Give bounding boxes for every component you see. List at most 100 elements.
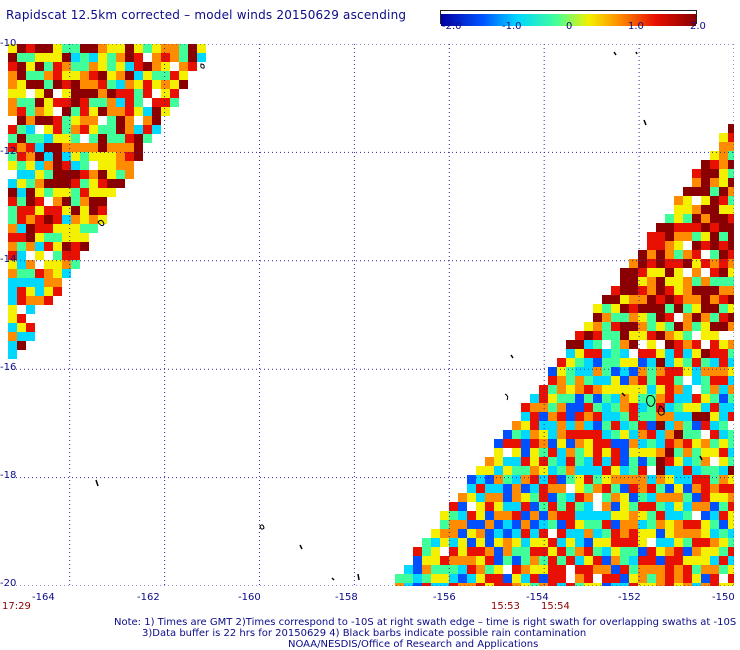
wind-cell: [701, 466, 710, 475]
wind-cell: [674, 583, 683, 586]
wind-cell: [584, 394, 593, 403]
wind-cell: [26, 152, 35, 161]
wind-cell: [557, 457, 566, 466]
wind-cell: [710, 322, 719, 331]
wind-cell: [611, 520, 620, 529]
wind-cell: [170, 98, 179, 107]
wind-cell: [512, 556, 521, 565]
wind-cell: [656, 412, 665, 421]
wind-cell: [629, 268, 638, 277]
wind-cell: [71, 233, 80, 242]
right-swath: [395, 124, 734, 586]
wind-cell: [179, 71, 188, 80]
wind-cell: [467, 529, 476, 538]
wind-cell: [728, 547, 734, 556]
wind-cell: [719, 169, 728, 178]
wind-cell: [170, 53, 179, 62]
wind-cell: [710, 250, 719, 259]
wind-cell: [647, 349, 656, 358]
wind-cell: [674, 214, 683, 223]
wind-cell: [35, 296, 44, 305]
wind-cell: [647, 574, 656, 583]
wind-cell: [665, 385, 674, 394]
lat-label-16: -16: [0, 362, 17, 373]
wind-cell: [575, 385, 584, 394]
wind-cell: [602, 547, 611, 556]
wind-cell: [161, 53, 170, 62]
wind-cell: [620, 502, 629, 511]
wind-cell: [62, 242, 71, 251]
wind-cell: [80, 161, 89, 170]
wind-cell: [593, 484, 602, 493]
wind-cell: [566, 475, 575, 484]
wind-cell: [683, 493, 692, 502]
wind-cell: [17, 197, 26, 206]
wind-cell: [692, 547, 701, 556]
wind-cell: [530, 493, 539, 502]
wind-cell: [62, 188, 71, 197]
wind-cell: [638, 547, 647, 556]
wind-cell: [710, 493, 719, 502]
wind-cell: [674, 403, 683, 412]
wind-cell: [494, 565, 503, 574]
wind-cell: [98, 170, 107, 179]
lon-label-162: -162: [137, 592, 160, 603]
wind-cell: [674, 250, 683, 259]
wind-cell: [98, 53, 107, 62]
wind-cell: [26, 71, 35, 80]
wind-cell: [620, 331, 629, 340]
wind-cell: [62, 206, 71, 215]
wind-cell: [62, 260, 71, 269]
wind-cell: [647, 457, 656, 466]
wind-cell: [620, 547, 629, 556]
wind-cell: [719, 520, 728, 529]
wind-cell: [134, 89, 143, 98]
wind-cell: [710, 223, 719, 232]
wind-cell: [179, 53, 188, 62]
wind-cell: [485, 556, 494, 565]
wind-cell: [71, 188, 80, 197]
wind-cell: [602, 502, 611, 511]
wind-cell: [548, 583, 557, 586]
wind-cell: [584, 340, 593, 349]
wind-cell: [17, 215, 26, 224]
wind-cell: [17, 80, 26, 89]
wind-cell: [629, 475, 638, 484]
island-outline: [504, 393, 509, 401]
wind-cell: [728, 403, 734, 412]
wind-cell: [53, 152, 62, 161]
wind-cell: [683, 574, 692, 583]
wind-cell: [692, 349, 701, 358]
wind-cell: [728, 349, 734, 358]
wind-cell: [26, 80, 35, 89]
wind-cell: [665, 241, 674, 250]
wind-cell: [584, 484, 593, 493]
wind-cell: [593, 430, 602, 439]
wind-cell: [647, 232, 656, 241]
wind-cell: [665, 358, 674, 367]
wind-cell: [611, 538, 620, 547]
wind-cell: [611, 349, 620, 358]
wind-cell: [683, 259, 692, 268]
wind-cell: [638, 376, 647, 385]
wind-cell: [656, 241, 665, 250]
wind-cell: [116, 179, 125, 188]
wind-cell: [674, 556, 683, 565]
wind-cell: [26, 296, 35, 305]
wind-cell: [521, 538, 530, 547]
wind-cell: [152, 71, 161, 80]
wind-cell: [656, 520, 665, 529]
wind-cell: [476, 502, 485, 511]
island-outline: [200, 63, 205, 69]
wind-cell: [35, 278, 44, 287]
wind-cell: [107, 134, 116, 143]
wind-cell: [692, 565, 701, 574]
wind-cell: [521, 529, 530, 538]
wind-cell: [107, 152, 116, 161]
wind-cell: [620, 286, 629, 295]
wind-cell: [539, 466, 548, 475]
wind-cell: [701, 187, 710, 196]
wind-cell: [674, 466, 683, 475]
wind-cell: [620, 340, 629, 349]
wind-cell: [692, 268, 701, 277]
